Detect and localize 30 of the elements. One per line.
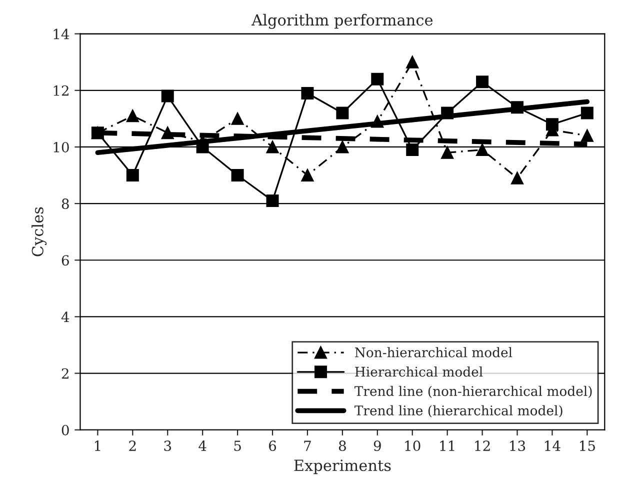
y-tick-label: 2 <box>62 368 68 379</box>
legend-label: Hierarchical model <box>355 366 483 377</box>
y-tick-label: 6 <box>62 255 69 266</box>
y-axis-title: Cycles <box>32 207 47 256</box>
x-tick-label: 13 <box>510 440 526 452</box>
x-tick-label: 11 <box>440 440 454 451</box>
x-tick-label: 7 <box>304 440 311 451</box>
x-tick-label: 4 <box>198 440 206 451</box>
x-tick-label: 2 <box>129 440 136 451</box>
x-tick-label: 14 <box>545 440 560 451</box>
y-tick-label: 14 <box>54 28 70 40</box>
legend-label: Trend line (non-hierarchical model) <box>354 386 592 398</box>
y-tick-label: 0 <box>62 424 69 436</box>
x-tick-label: 6 <box>269 440 276 452</box>
legend-label: Trend line (hierarchical model) <box>354 405 562 418</box>
x-tick-label: 5 <box>234 440 241 452</box>
x-tick-label: 9 <box>374 440 381 452</box>
y-tick-label: 10 <box>54 142 69 152</box>
x-tick-label: 1 <box>94 440 100 451</box>
x-tick-label: 3 <box>164 440 172 452</box>
y-tick-label: 8 <box>62 198 69 210</box>
x-tick-label: 8 <box>338 440 346 452</box>
y-tick-label: 12 <box>54 85 68 96</box>
x-tick-label: 10 <box>405 440 420 452</box>
x-axis-title: Experiments <box>294 460 391 474</box>
x-tick-label: 12 <box>475 440 490 451</box>
legend-label: Non-hierarchical model <box>355 347 512 358</box>
y-tick-label: 4 <box>61 312 70 322</box>
x-tick-label: 15 <box>580 440 595 452</box>
chart-title: Algorithm performance <box>251 14 433 29</box>
